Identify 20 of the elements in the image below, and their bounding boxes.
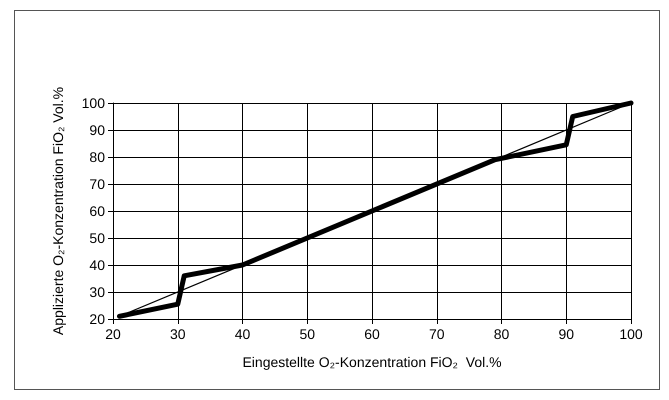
x-tick-label: 80 — [494, 326, 510, 342]
y-tick-label: 60 — [89, 203, 106, 219]
y-tick-label: 80 — [89, 149, 106, 165]
y-tick-label: 100 — [82, 95, 106, 111]
y-axis-title: Applizierte O₂-Konzentration FiO₂ Vol.% — [50, 86, 66, 336]
y-tick-label: 40 — [89, 257, 106, 273]
x-tick-label: 70 — [428, 326, 445, 342]
y-tick-label: 50 — [89, 230, 106, 246]
x-tick-label: 60 — [364, 326, 380, 342]
y-tick-label: 20 — [89, 311, 106, 327]
y-tick-label: 90 — [89, 122, 106, 138]
x-tick-label: 30 — [170, 326, 186, 342]
x-tick-label: 20 — [105, 326, 121, 342]
x-tick-label: 50 — [299, 326, 316, 342]
x-tick-label: 100 — [619, 326, 643, 342]
y-tick-label: 30 — [89, 284, 106, 300]
x-axis-title: Eingestellte O₂-Konzentration FiO₂ Vol.% — [242, 354, 502, 370]
x-tick-label: 90 — [558, 326, 574, 342]
y-tick-label: 70 — [89, 176, 106, 192]
x-tick-label: 40 — [234, 326, 250, 342]
